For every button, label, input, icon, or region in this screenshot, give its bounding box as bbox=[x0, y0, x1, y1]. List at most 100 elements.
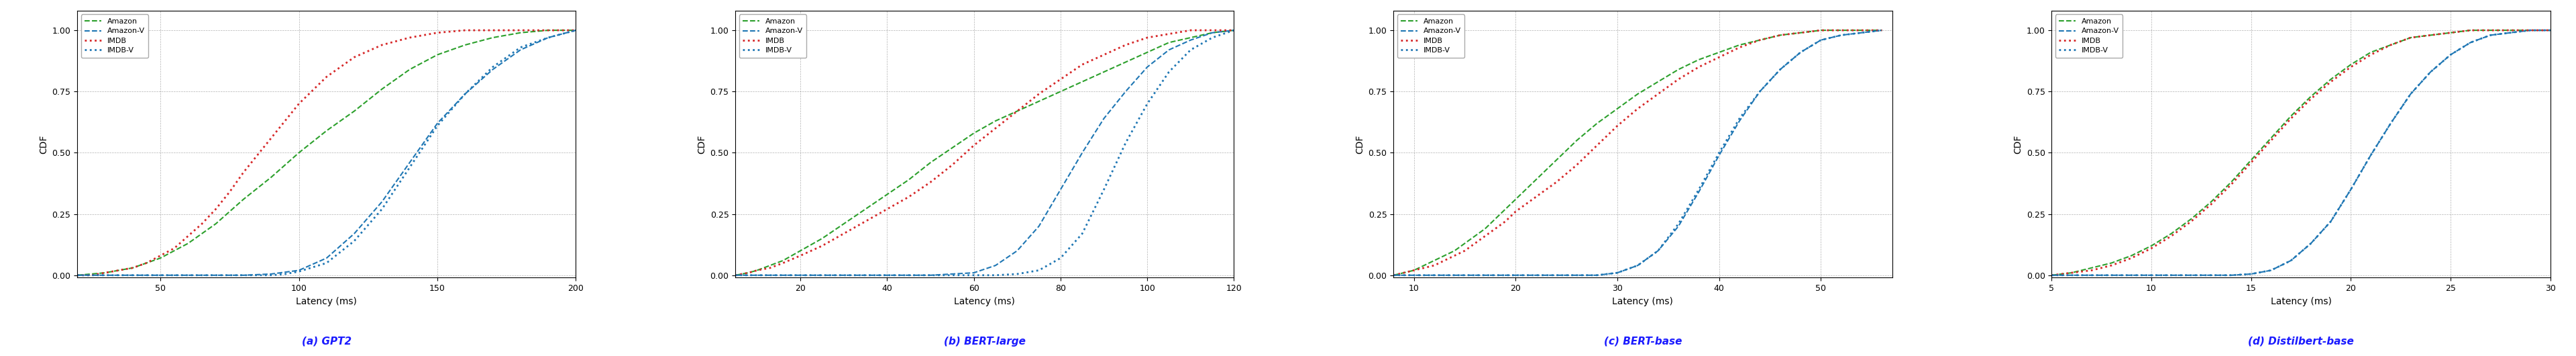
Amazon-V bbox=[1218, 28, 1249, 32]
Amazon-V bbox=[394, 161, 425, 165]
Amazon-V bbox=[1582, 273, 1613, 277]
IMDB bbox=[806, 244, 837, 248]
Y-axis label: CDF: CDF bbox=[2014, 135, 2022, 154]
Amazon bbox=[2115, 253, 2146, 258]
IMDB-V bbox=[2257, 268, 2287, 272]
Amazon bbox=[1430, 253, 1461, 258]
Amazon bbox=[1623, 92, 1654, 96]
Amazon bbox=[1520, 178, 1551, 182]
IMDB bbox=[2236, 161, 2267, 165]
Amazon bbox=[1399, 268, 1430, 272]
Amazon bbox=[871, 192, 902, 197]
IMDB-V bbox=[2434, 53, 2465, 57]
IMDB-V bbox=[1723, 116, 1754, 121]
IMDB bbox=[2156, 234, 2187, 238]
IMDB-V bbox=[62, 273, 93, 277]
Amazon-V bbox=[2535, 28, 2566, 32]
IMDB bbox=[2416, 33, 2447, 37]
IMDB bbox=[394, 36, 425, 40]
Amazon bbox=[2275, 114, 2306, 118]
Amazon bbox=[505, 31, 536, 35]
Amazon bbox=[312, 129, 343, 133]
Amazon-V bbox=[366, 200, 397, 204]
Amazon-V bbox=[1046, 187, 1077, 192]
IMDB bbox=[2496, 28, 2527, 32]
Amazon bbox=[2156, 231, 2187, 236]
IMDB bbox=[340, 55, 371, 59]
IMDB-V bbox=[451, 92, 482, 96]
Amazon bbox=[229, 197, 260, 201]
Amazon-V bbox=[2434, 53, 2465, 57]
IMDB bbox=[1520, 195, 1551, 199]
Amazon bbox=[2496, 28, 2527, 32]
Amazon-V bbox=[1868, 28, 1899, 32]
Amazon bbox=[2177, 217, 2208, 221]
IMDB bbox=[1489, 219, 1520, 224]
Amazon-V bbox=[1378, 273, 1409, 277]
IMDB bbox=[75, 273, 106, 277]
IMDB-V bbox=[340, 239, 371, 243]
IMDB-V bbox=[1198, 36, 1229, 40]
Amazon-V bbox=[2316, 219, 2347, 224]
IMDB-V bbox=[2416, 70, 2447, 74]
Amazon-V bbox=[255, 272, 286, 276]
Amazon bbox=[131, 261, 162, 265]
Amazon bbox=[719, 273, 750, 277]
Amazon-V bbox=[914, 273, 945, 277]
Amazon-V bbox=[2455, 40, 2486, 44]
IMDB bbox=[2535, 28, 2566, 32]
Amazon bbox=[1479, 217, 1510, 221]
IMDB bbox=[1499, 209, 1530, 214]
Legend: Amazon, Amazon-V, IMDB, IMDB-V: Amazon, Amazon-V, IMDB, IMDB-V bbox=[80, 14, 149, 58]
Text: (b) BERT-large: (b) BERT-large bbox=[943, 336, 1025, 346]
IMDB-V bbox=[2375, 121, 2406, 126]
IMDB bbox=[768, 261, 799, 265]
Amazon-V bbox=[2275, 258, 2306, 263]
Amazon bbox=[562, 28, 592, 32]
Line: Amazon: Amazon bbox=[1394, 30, 1883, 275]
Amazon bbox=[173, 241, 204, 246]
IMDB bbox=[451, 28, 482, 32]
IMDB bbox=[1450, 248, 1481, 253]
IMDB bbox=[2476, 28, 2506, 32]
Amazon-V bbox=[1154, 48, 1185, 52]
IMDB-V bbox=[1643, 248, 1674, 253]
Amazon bbox=[283, 151, 314, 155]
IMDB bbox=[2455, 28, 2486, 32]
IMDB-V bbox=[255, 273, 286, 277]
Amazon-V bbox=[1826, 33, 1857, 37]
IMDB bbox=[201, 207, 232, 211]
IMDB bbox=[1440, 253, 1471, 258]
Amazon bbox=[103, 268, 134, 272]
IMDB bbox=[1023, 92, 1054, 96]
IMDB bbox=[1090, 53, 1121, 57]
IMDB-V bbox=[1066, 231, 1097, 236]
Legend: Amazon, Amazon-V, IMDB, IMDB-V: Amazon, Amazon-V, IMDB, IMDB-V bbox=[739, 14, 806, 58]
IMDB bbox=[1430, 258, 1461, 263]
IMDB-V bbox=[1703, 151, 1734, 155]
Amazon bbox=[2396, 36, 2427, 40]
Amazon bbox=[2257, 136, 2287, 140]
Amazon bbox=[533, 28, 564, 32]
Amazon bbox=[160, 248, 191, 253]
IMDB bbox=[2275, 116, 2306, 121]
Line: IMDB-V: IMDB-V bbox=[77, 30, 577, 275]
Amazon bbox=[1471, 226, 1502, 231]
Line: IMDB-V: IMDB-V bbox=[1394, 30, 1883, 275]
IMDB bbox=[366, 43, 397, 47]
IMDB-V bbox=[1806, 38, 1837, 42]
IMDB-V bbox=[533, 36, 564, 40]
Amazon bbox=[451, 43, 482, 47]
IMDB-V bbox=[2496, 31, 2527, 35]
Amazon-V bbox=[1744, 89, 1775, 94]
Amazon bbox=[1110, 60, 1141, 64]
IMDB bbox=[2375, 43, 2406, 47]
Amazon bbox=[1806, 28, 1837, 32]
Amazon bbox=[2097, 261, 2128, 265]
Line: IMDB-V: IMDB-V bbox=[734, 30, 1234, 275]
Amazon bbox=[1682, 58, 1713, 62]
IMDB-V bbox=[2275, 258, 2306, 263]
IMDB bbox=[312, 75, 343, 79]
IMDB bbox=[62, 273, 93, 277]
Amazon bbox=[1561, 138, 1592, 143]
